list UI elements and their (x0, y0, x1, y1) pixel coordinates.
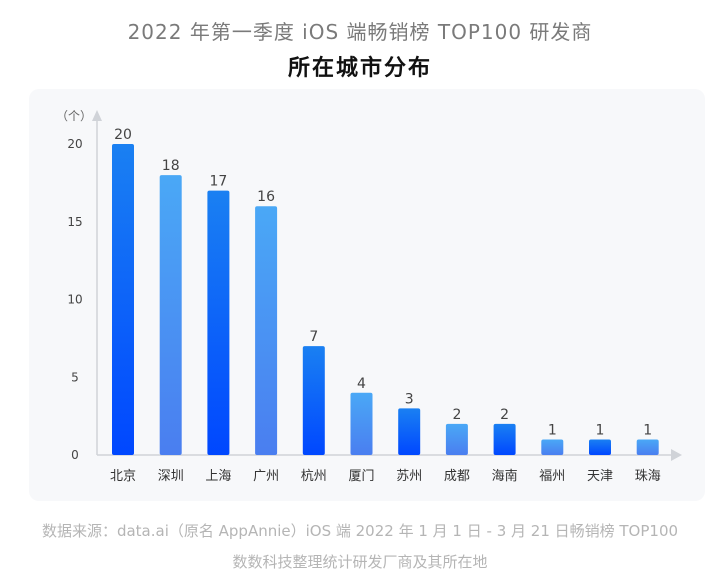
x-tick-label: 广州 (253, 469, 279, 484)
source-note-2: 数数科技整理统计研发厂商及其所在地 (232, 553, 488, 571)
bar (207, 190, 230, 455)
y-tick-label: 5 (71, 370, 79, 384)
bar (112, 144, 134, 455)
data-label: 2 (452, 407, 461, 423)
chart-subtitle: 所在城市分布 (287, 56, 432, 81)
source-note: 数据来源：data.ai（原名 AppAnnie）iOS 端 2022 年 1 … (41, 522, 679, 540)
x-tick-label: 深圳 (158, 469, 184, 484)
y-tick-label: 15 (67, 215, 82, 229)
data-label: 1 (643, 422, 652, 438)
data-label: 1 (596, 422, 605, 438)
x-axis-arrow-icon (671, 449, 682, 461)
x-tick-label: 苏州 (396, 468, 422, 484)
x-tick-label: 福州 (539, 469, 565, 484)
data-label: 2 (500, 407, 509, 423)
x-tick-label: 珠海 (635, 469, 661, 484)
x-tick-label: 北京 (110, 469, 136, 484)
bar (493, 423, 516, 455)
y-tick-label: 10 (67, 293, 82, 307)
y-tick-label: 0 (71, 448, 79, 462)
bar (541, 439, 564, 455)
bar (636, 439, 659, 455)
y-axis-label: （个） (56, 109, 92, 123)
bar (589, 439, 611, 455)
data-label: 18 (162, 158, 180, 174)
data-label: 17 (209, 174, 227, 190)
data-label: 3 (405, 391, 414, 407)
x-tick-label: 厦门 (348, 469, 374, 484)
x-tick-label: 杭州 (301, 469, 327, 484)
bar (398, 408, 421, 455)
bar (350, 392, 373, 455)
x-tick-label: 上海 (205, 469, 231, 484)
data-label: 7 (309, 329, 318, 345)
y-axis-arrow-icon (92, 110, 102, 121)
data-label: 1 (548, 422, 557, 438)
data-label: 4 (357, 376, 366, 392)
chart-title: 2022 年第一季度 iOS 端畅销榜 TOP100 研发商 (127, 20, 593, 44)
x-tick-label: 天津 (587, 469, 613, 484)
data-label: 16 (257, 189, 275, 205)
bar (159, 175, 182, 455)
y-tick-label: 20 (67, 137, 82, 151)
bar (255, 206, 278, 455)
bar (302, 346, 325, 455)
x-tick-label: 海南 (492, 468, 518, 484)
x-tick-label: 成都 (444, 469, 470, 484)
bar (445, 423, 468, 455)
data-label: 20 (114, 127, 132, 143)
